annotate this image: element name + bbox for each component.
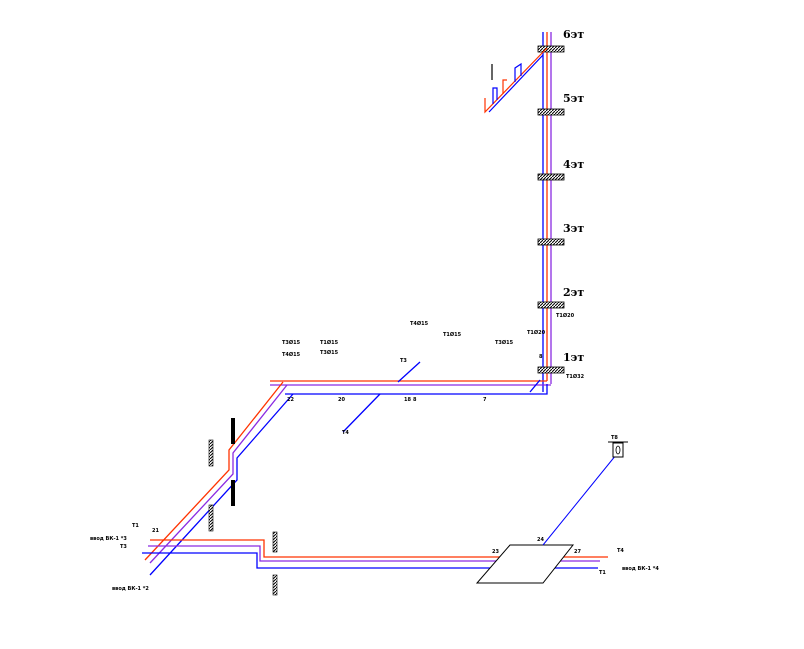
node-label: 20	[338, 397, 345, 403]
inlet-note: ввод ВК-1 *4	[622, 566, 659, 572]
riser-label: Т1Ø32	[566, 373, 585, 380]
node-label: 8	[413, 397, 417, 403]
floor-label: 6эт	[563, 28, 584, 41]
pipe-label: Т3	[120, 544, 127, 550]
pipe-label: Т3Ø15	[282, 339, 301, 346]
top-branch	[484, 47, 548, 114]
lower-pipes	[142, 539, 608, 569]
pipe-label: Т1Ø15	[320, 339, 339, 346]
floor-slabs	[537, 45, 565, 374]
main-pipes	[270, 361, 551, 433]
floor-slab	[537, 45, 565, 53]
pipe-label: Т3Ø15	[495, 339, 514, 346]
pipe-label: Т1Ø20	[556, 312, 575, 319]
pipe-label: Т4Ø15	[282, 351, 301, 358]
inlet-note: ввод ВК-1 *3	[90, 536, 127, 542]
floor-slab	[537, 238, 565, 246]
pipe-label: Т4Ø15	[410, 320, 429, 327]
floor-label: 3эт	[563, 222, 584, 235]
node-label: 24	[537, 537, 544, 543]
floor-label: 1эт	[563, 351, 584, 364]
node-label: Т8	[611, 435, 618, 441]
building-plan-outline	[475, 544, 575, 584]
floor-slab	[537, 366, 565, 374]
node-label: 21	[152, 528, 159, 534]
pipe-label: Т3Ø15	[320, 349, 339, 356]
pipe-label: Т3	[400, 358, 407, 364]
pipe-label: Т4	[617, 548, 624, 554]
pipe-label: Т1Ø15	[443, 331, 462, 338]
floor-label: 5эт	[563, 92, 584, 105]
pipe-label: Т1	[132, 523, 139, 529]
floor-labels: 6эт 5эт 4эт 3эт 2эт 1эт	[563, 28, 584, 364]
well-symbol	[608, 441, 628, 458]
floor-label: 4эт	[563, 158, 584, 171]
node-label: 8	[539, 354, 543, 360]
node-label: 7	[483, 397, 487, 403]
pipe-label: Т4	[342, 430, 349, 436]
diagonal-pipes	[144, 381, 294, 576]
floor-slab	[537, 108, 565, 116]
node-label: 23	[492, 549, 499, 555]
wall-sections	[208, 418, 278, 596]
drain-pipe	[542, 454, 617, 546]
inlet-note: ввод ВК-1 *2	[112, 586, 149, 592]
pipe-labels: Т3Ø15 Т4Ø15 Т1Ø15 Т3Ø15 Т4Ø15 Т1Ø15 Т3Ø1…	[90, 312, 659, 592]
pipe-label: Т1	[599, 570, 606, 576]
floor-slab	[537, 301, 565, 309]
node-label: 27	[574, 549, 581, 555]
pipe-label: Т1Ø20	[527, 329, 546, 336]
node-label: 18	[404, 397, 411, 403]
node-label: 22	[287, 397, 294, 403]
floor-label: 2эт	[563, 286, 584, 299]
floor-slab	[537, 173, 565, 181]
riser	[542, 32, 552, 392]
node-labels: 22 20 18 8 7 8 23 24 27 21 Т8 Т1Ø32	[152, 354, 618, 555]
